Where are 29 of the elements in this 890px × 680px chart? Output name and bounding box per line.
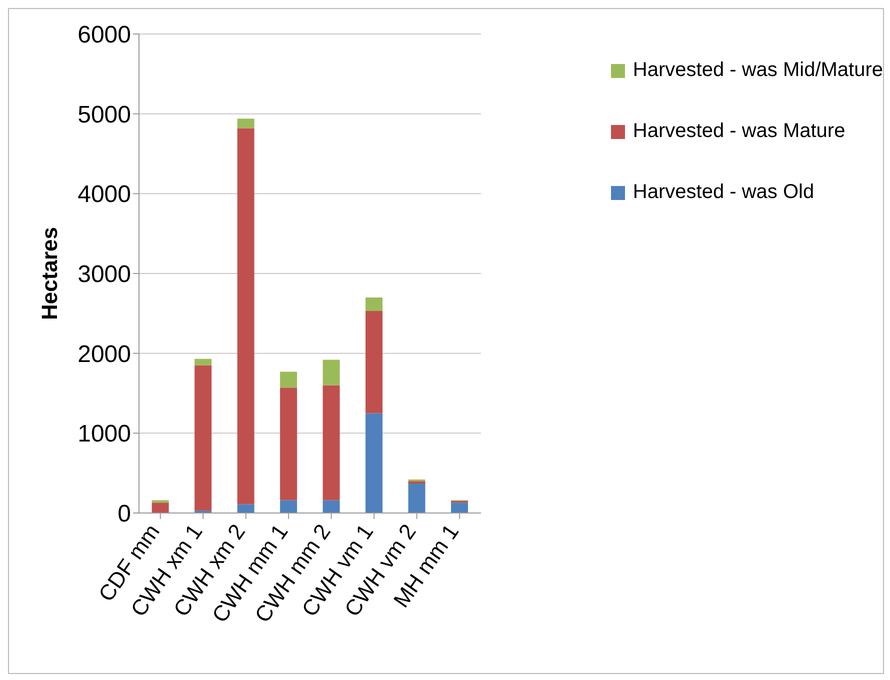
bar <box>237 504 254 513</box>
bar <box>237 128 254 504</box>
bar <box>451 502 468 513</box>
bar <box>152 500 169 503</box>
bar <box>280 388 298 500</box>
bar <box>366 413 383 513</box>
bar <box>322 500 340 513</box>
bar <box>152 502 169 513</box>
legend-label: Harvested - was Old <box>632 181 816 204</box>
y-tick-label: 6000 <box>78 22 131 49</box>
bar <box>322 360 340 386</box>
bar <box>366 311 383 414</box>
bar <box>408 483 426 513</box>
bar <box>280 372 298 388</box>
bar <box>194 358 212 366</box>
legend-label: Harvested - was Mature <box>632 120 846 143</box>
y-tick-label: 1000 <box>78 420 131 448</box>
y-tick-label: 5000 <box>78 101 131 128</box>
bar <box>194 365 212 511</box>
y-tick-label: 3000 <box>78 261 131 288</box>
y-tick-label: 4000 <box>78 181 131 208</box>
bar <box>322 385 340 500</box>
bar <box>237 118 254 128</box>
bar <box>366 297 383 312</box>
y-tick-label: 2000 <box>78 340 131 368</box>
y-axis-title: Hectares <box>36 227 62 320</box>
legend-label: Harvested - was Mid/Mature <box>632 59 883 82</box>
bar <box>280 500 298 513</box>
y-tick-label: 0 <box>118 500 131 528</box>
